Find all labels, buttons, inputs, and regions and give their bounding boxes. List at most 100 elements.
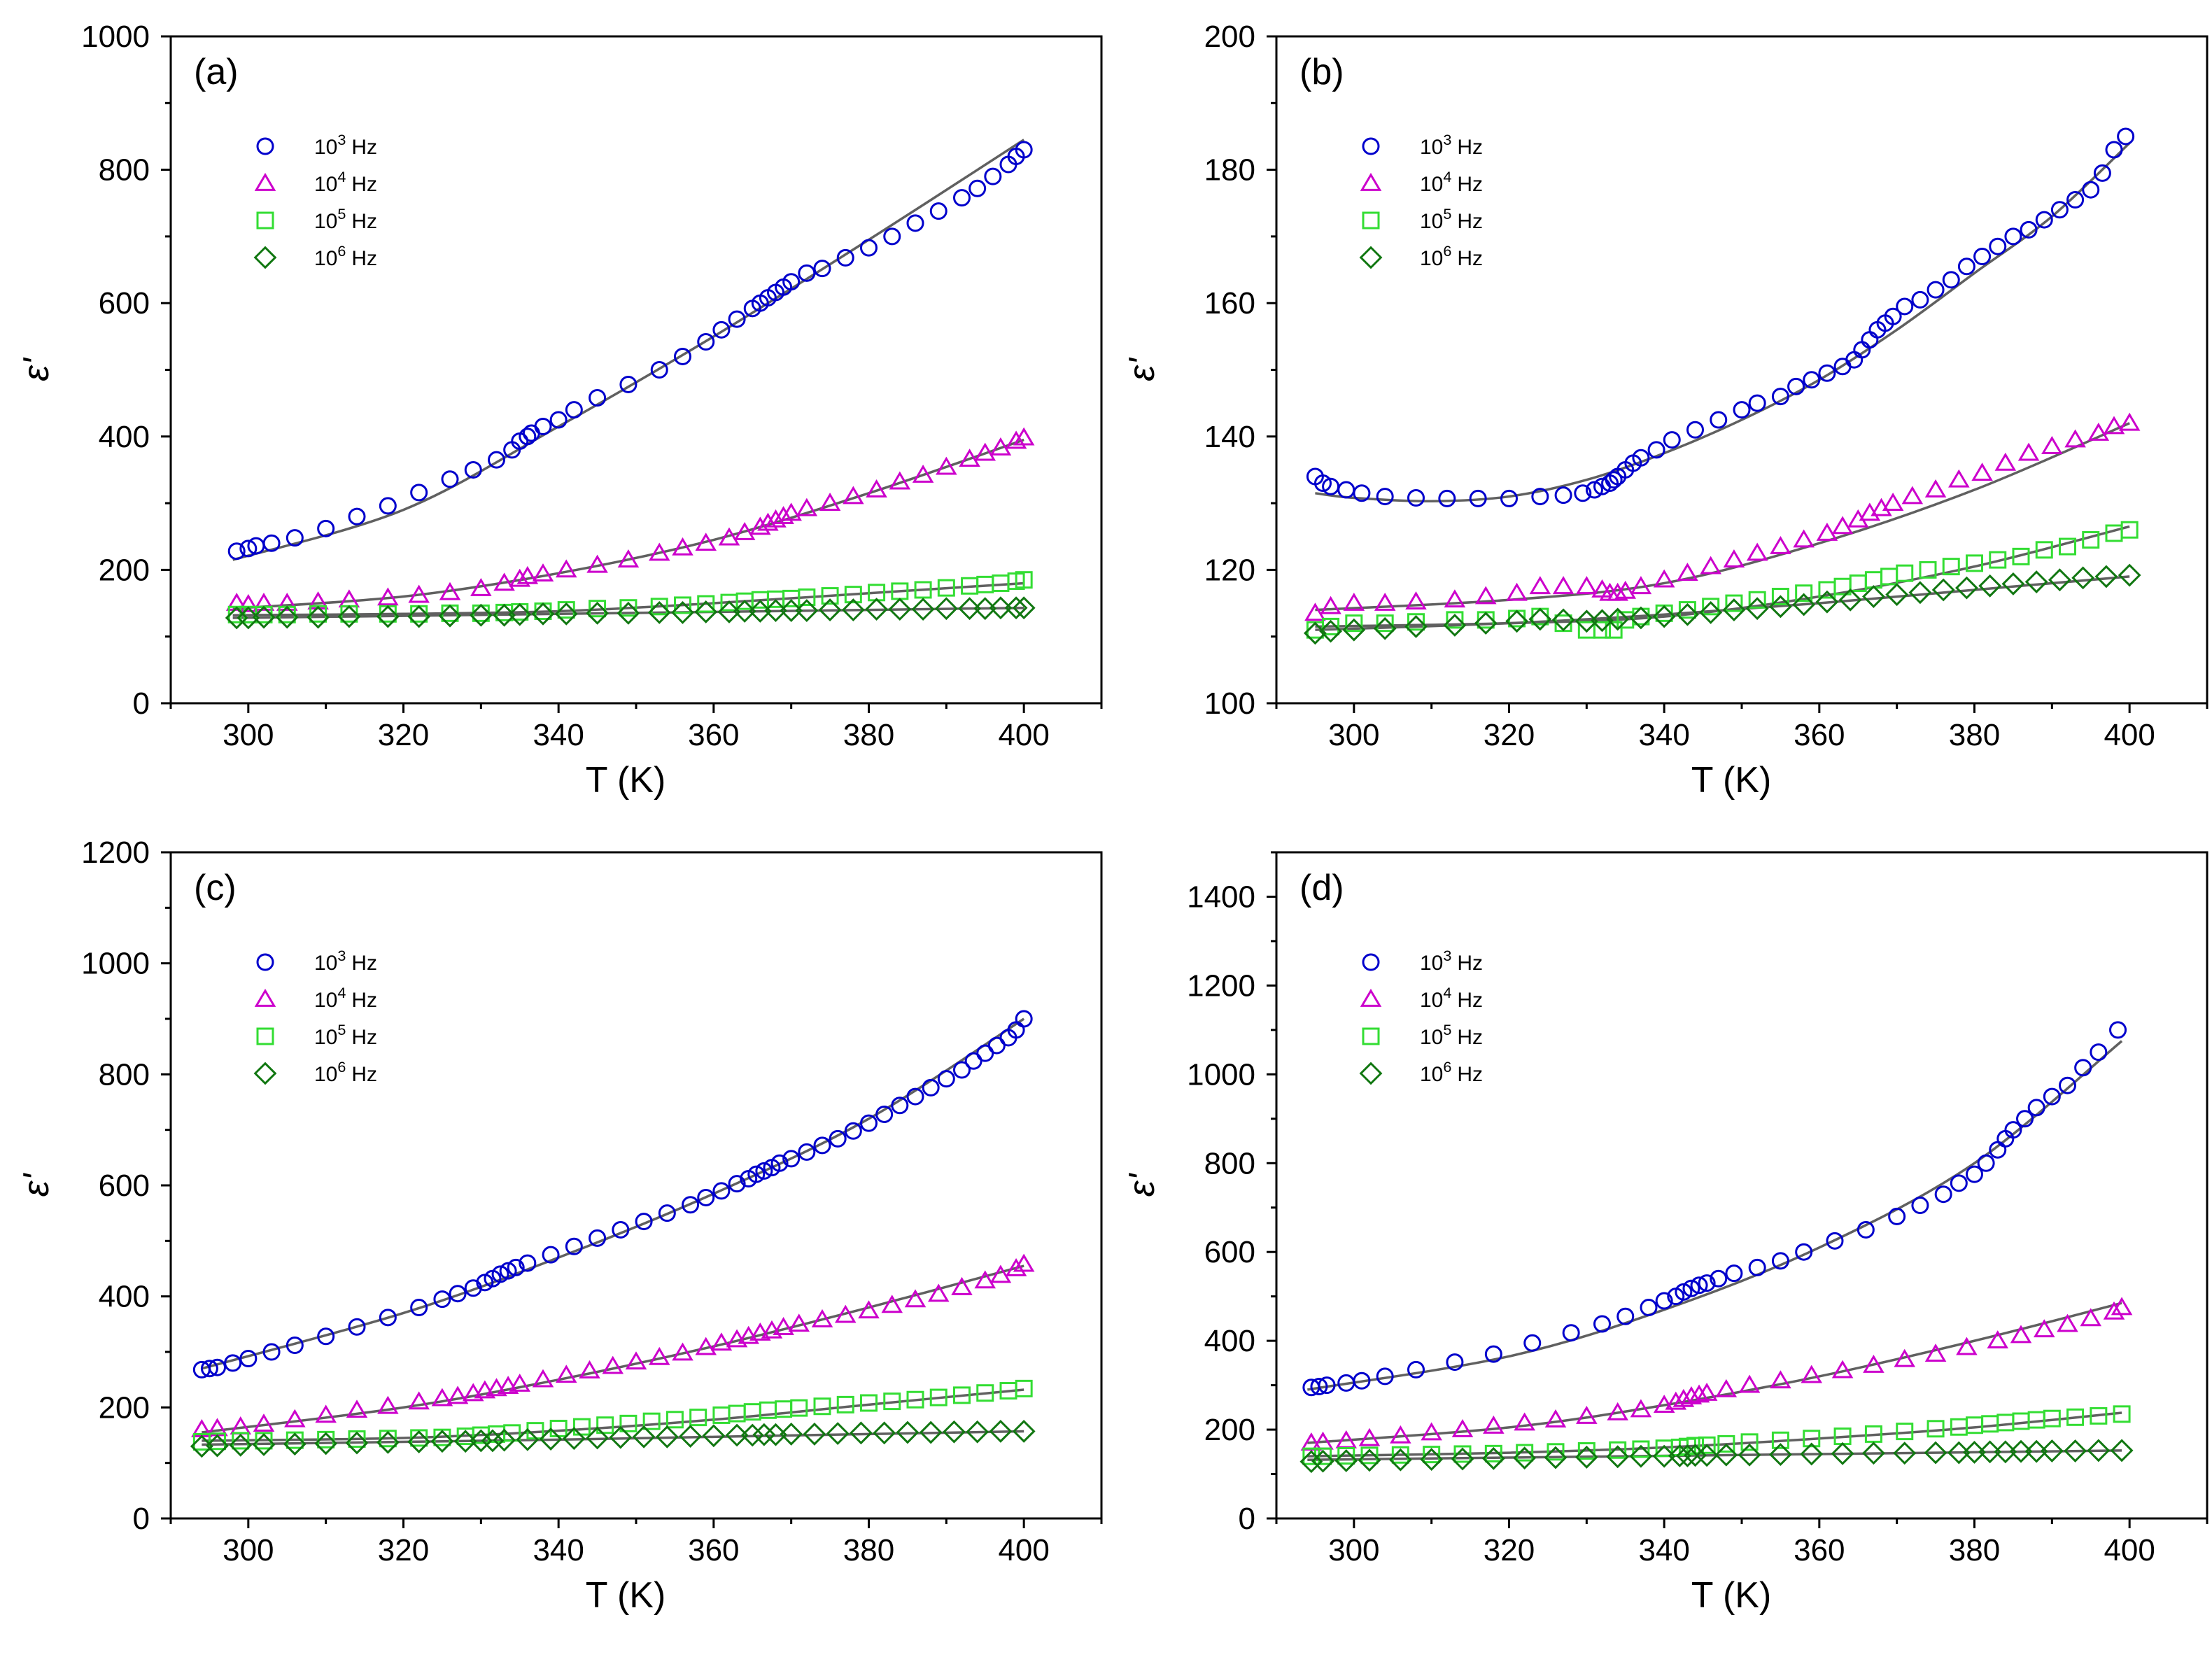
data-point: [891, 1097, 909, 1115]
data-point: [790, 1399, 808, 1417]
data-point: [1616, 1307, 1635, 1325]
data-point: [1994, 452, 2017, 471]
data-point: [976, 1384, 994, 1402]
data-point: [1771, 1252, 1789, 1270]
data-point: [2066, 1408, 2085, 1426]
legend-marker-triangle: [254, 172, 276, 191]
legend-entry: 103 Hz: [256, 131, 377, 159]
data-point: [286, 1336, 304, 1354]
data-point: [1894, 1348, 1916, 1367]
data-point: [1528, 607, 1552, 631]
data-point: [860, 1394, 878, 1412]
data-point: [338, 589, 360, 608]
data-point: [1733, 401, 1751, 419]
fit-curve: [1307, 1040, 2123, 1391]
data-point: [798, 588, 816, 606]
data-point: [788, 1313, 810, 1332]
data-point: [1015, 141, 1033, 159]
data-point: [1948, 469, 1970, 488]
series-diamond-markers: [1299, 1439, 2134, 1474]
data-point: [438, 604, 462, 628]
data-point: [317, 1327, 335, 1346]
data-point: [1577, 1442, 1595, 1460]
data-point: [1926, 1420, 1945, 1438]
y-tick-label: 600: [1204, 1235, 1255, 1269]
fit-line: [1315, 422, 2130, 612]
data-point: [1668, 1444, 1691, 1467]
data-point: [2103, 1301, 2125, 1320]
data-point: [317, 1430, 335, 1448]
legend-label: 105 Hz: [1420, 205, 1483, 233]
data-point: [888, 598, 912, 621]
data-point: [1926, 281, 1945, 299]
data-point: [672, 537, 693, 556]
data-point: [1632, 449, 1650, 467]
data-point: [1358, 1448, 1381, 1472]
data-point: [1845, 351, 1864, 369]
data-point: [2103, 416, 2125, 435]
data-point: [2064, 429, 2086, 448]
legend-label-exponent: 6: [1443, 242, 1451, 260]
data-point: [493, 603, 516, 627]
fit-curve: [1307, 1302, 2122, 1444]
legend-label-exponent: 3: [337, 947, 346, 964]
data-point: [2094, 565, 2118, 588]
data-point: [1304, 602, 1326, 621]
data-point: [2087, 422, 2110, 441]
legend-label-unit: Hz: [1457, 247, 1483, 270]
data-point: [1722, 598, 1746, 622]
data-point: [2082, 531, 2100, 549]
data-point: [557, 601, 575, 619]
data-point: [549, 1419, 568, 1437]
x-tick-label: 400: [998, 718, 1049, 752]
series-diamond-markers: [1303, 563, 2141, 645]
data-point: [906, 214, 924, 232]
x-tick-label: 300: [1328, 1533, 1379, 1567]
data-point: [1513, 1446, 1537, 1470]
data-point: [1815, 590, 1839, 614]
data-point: [989, 437, 1012, 456]
data-point: [1438, 489, 1456, 507]
legend-entry: 106 Hz: [1359, 1058, 1483, 1086]
data-point: [1740, 1433, 1759, 1451]
data-point: [927, 1283, 950, 1302]
data-point: [1699, 600, 1723, 624]
legend-marker-diamond: [253, 1062, 277, 1085]
data-point: [844, 586, 862, 604]
data-point: [1576, 576, 1598, 595]
data-point: [619, 375, 637, 393]
data-point: [253, 592, 275, 611]
legend-label: 104 Hz: [1420, 168, 1483, 196]
data-point: [647, 600, 671, 624]
data-point: [811, 1309, 833, 1327]
data-point: [1554, 486, 1572, 505]
legend-label: 104 Hz: [1420, 984, 1483, 1012]
data-point: [1738, 1374, 1761, 1393]
data-point: [929, 1388, 948, 1406]
legend-label-exponent: 4: [1443, 984, 1451, 1001]
data-point: [773, 506, 794, 525]
data-point: [773, 1317, 794, 1335]
data-point: [843, 486, 864, 505]
data-point: [672, 1342, 693, 1361]
data-point: [1593, 621, 1611, 639]
data-point: [642, 1412, 661, 1430]
data-point: [728, 1175, 746, 1193]
data-point: [407, 1430, 431, 1453]
legend-label-exponent: 6: [337, 1058, 346, 1076]
data-point: [740, 1423, 764, 1447]
data-point: [1818, 364, 1836, 382]
data-point: [702, 1424, 726, 1448]
data-point: [2090, 1043, 2108, 1062]
legend-entry: 105 Hz: [1362, 205, 1483, 233]
y-tick-label: 600: [99, 1169, 150, 1203]
legend-marker-diamond: [253, 246, 277, 269]
y-tick-label: 160: [1204, 286, 1255, 320]
data-point: [229, 1433, 253, 1457]
data-point: [1655, 1292, 1673, 1310]
data-point: [1607, 582, 1628, 601]
data-point: [565, 401, 583, 419]
data-point: [516, 1427, 540, 1451]
data-point: [1421, 1422, 1442, 1441]
legend-label-exponent: 4: [337, 984, 346, 1001]
